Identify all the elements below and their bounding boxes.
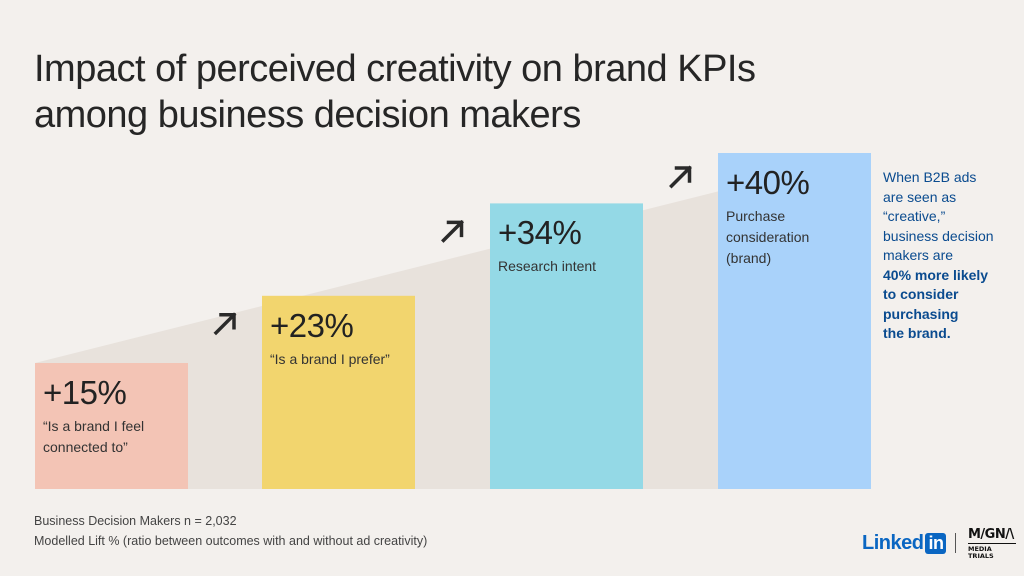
linkedin-logo-box: in: [925, 533, 947, 554]
callout-bold-line: to consider: [883, 286, 959, 302]
bar-1: [35, 363, 188, 489]
bar-4: [718, 153, 871, 489]
bar-2: [262, 295, 415, 489]
media-trials-logo-text: MEDIA TRIALS: [968, 543, 1016, 559]
callout-bold-line: 40% more likely: [883, 266, 989, 283]
data-label-2: +23%: [270, 306, 354, 344]
footnote-method: Modelled Lift % (ratio between outcomes …: [34, 534, 428, 548]
callout-text: When B2B ads are seen as “creative,” busine…: [883, 168, 1013, 344]
arrow-up-right-icon: [213, 312, 237, 336]
category-label-4: Purchase consideration (brand): [726, 208, 810, 266]
category-label-2: “Is a brand I prefer”: [270, 350, 390, 367]
title-line-2: among business decision makers: [34, 94, 581, 136]
title-line-1: Impact of perceived creativity on brand …: [34, 48, 756, 90]
category-label-1: “Is a brand I feel connected to”: [43, 418, 145, 455]
magna-media-trials-logo: M/GN/\ MEDIA TRIALS: [968, 528, 1016, 559]
footnote-sample: Business Decision Makers n = 2,032: [34, 514, 237, 528]
page-title: Impact of perceived creativity on brand …: [34, 46, 894, 138]
linkedin-logo: Linked in: [862, 532, 947, 555]
callout-bold: 40% more likely to consider purchasing the …: [883, 266, 1013, 344]
callout-line: makers are: [883, 247, 954, 263]
arrow-up-right-icon: [441, 219, 464, 243]
bar-3: [490, 203, 643, 489]
bar-text-4: +40% Purchase consideration (brand): [726, 164, 810, 269]
category-label-3: Research intent: [498, 258, 597, 275]
background-wedge: [35, 153, 871, 489]
bar-text-3: +34% Research intent: [498, 214, 596, 277]
data-label-1: +15%: [43, 374, 127, 411]
callout-line: are seen as: [883, 188, 957, 205]
logo-divider: [955, 533, 956, 553]
callout-line: “creative,”: [883, 208, 946, 224]
bar-text-2: +23% “Is a brand I prefer”: [270, 307, 390, 370]
callout-line: business decision: [883, 227, 994, 244]
data-label-3: +34%: [498, 214, 582, 252]
magna-logo-text: M/GN/\: [968, 527, 1014, 542]
callout-bold-line: purchasing: [883, 305, 959, 322]
callout-line: When B2B ads: [883, 169, 977, 185]
callout-regular: When B2B ads are seen as “creative,” busine…: [883, 168, 1013, 266]
arrow-up-right-icon: [669, 165, 692, 189]
bar-text-1: +15% “Is a brand I feel connected to”: [43, 374, 144, 458]
callout-bold-line: the brand.: [883, 325, 951, 341]
data-label-4: +40%: [726, 164, 810, 201]
linkedin-logo-text: Linked: [862, 532, 924, 554]
